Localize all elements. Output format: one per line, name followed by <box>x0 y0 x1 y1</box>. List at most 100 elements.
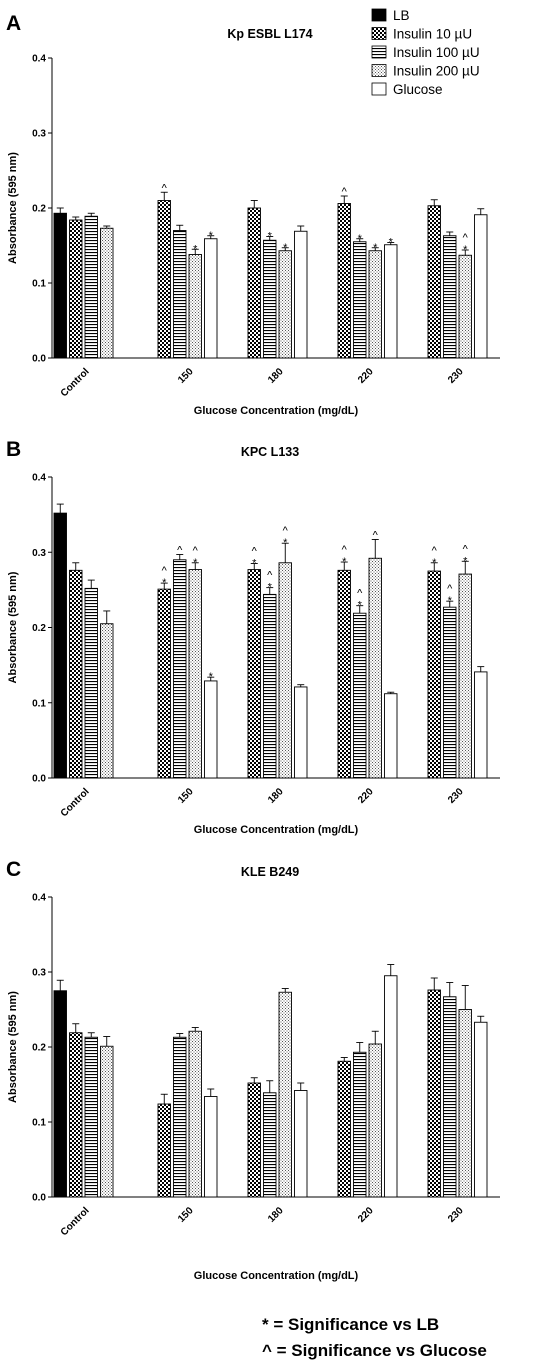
x-tick-label-180: 180 <box>266 1205 286 1225</box>
bar-220-insulin-200-u <box>368 250 382 359</box>
bar-control-insulin-100-u <box>84 587 98 779</box>
significance-star: * <box>252 558 257 570</box>
bar-150-glucose <box>204 238 218 359</box>
y-tick-label: 0.1 <box>32 1118 46 1129</box>
x-tick-label-150: 150 <box>176 1205 196 1225</box>
bar-220-glucose <box>384 244 398 359</box>
bar-180-insulin-200-u <box>278 562 292 779</box>
significance-caret: ^ <box>342 544 348 556</box>
bar-180-glucose <box>294 230 308 359</box>
y-tick-label: 0.1 <box>32 698 46 709</box>
significance-caret: ^ <box>283 525 289 537</box>
legend-label-insulin-100-u: Insulin 100 µU <box>393 45 480 60</box>
significance-caret: ^ <box>267 570 273 582</box>
x-tick-label-150: 150 <box>176 786 196 806</box>
chart-title: KPC L133 <box>241 445 299 459</box>
x-tick-label-control: Control <box>59 786 92 819</box>
x-tick-label-230: 230 <box>446 366 466 386</box>
bar-230-insulin-10-u <box>427 989 441 1198</box>
bar-220-insulin-200-u <box>368 1043 382 1198</box>
y-tick-label: 0.4 <box>32 54 46 65</box>
x-tick-label-230: 230 <box>446 786 466 806</box>
significance-caret: ^ <box>193 545 199 557</box>
panel-letter: A <box>6 12 21 35</box>
significance-star: * <box>209 230 214 242</box>
bar-220-insulin-100-u <box>353 241 367 359</box>
x-tick-label-220: 220 <box>356 786 376 806</box>
y-tick-label: 0.2 <box>32 1043 46 1054</box>
footnote-significance-glucose: ^ = Significance vs Glucose <box>262 1341 487 1360</box>
y-axis-label: Absorbance (595 nm) <box>7 991 19 1103</box>
significance-star: * <box>283 537 288 549</box>
bar-180-insulin-10-u <box>247 1082 261 1198</box>
significance-caret: ^ <box>447 583 453 595</box>
bar-150-insulin-10-u <box>157 588 171 779</box>
bar-control-insulin-10-u <box>69 569 83 779</box>
y-tick-label: 0.0 <box>32 1193 46 1204</box>
y-tick-label: 0.3 <box>32 548 46 559</box>
bar-180-insulin-10-u <box>247 207 261 359</box>
significance-star: * <box>283 242 288 254</box>
bar-230-insulin-100-u <box>443 996 457 1198</box>
x-tick-label-150: 150 <box>176 366 196 386</box>
x-tick-label-180: 180 <box>266 786 286 806</box>
bar-control-insulin-10-u <box>69 219 83 359</box>
significance-star: * <box>193 557 198 569</box>
bar-control-insulin-10-u <box>69 1032 83 1198</box>
bar-control-insulin-100-u <box>84 1036 98 1198</box>
significance-caret: ^ <box>357 588 363 600</box>
bar-220-insulin-10-u <box>337 1060 351 1198</box>
chart-title: Kp ESBL L174 <box>227 27 312 41</box>
bar-230-insulin-100-u <box>443 606 457 779</box>
bar-220-insulin-100-u <box>353 1051 367 1198</box>
panel-letter: C <box>6 858 21 881</box>
y-tick-label: 0.1 <box>32 279 46 290</box>
significance-star: * <box>358 600 363 612</box>
bar-220-insulin-10-u <box>337 569 351 779</box>
bar-230-insulin-10-u <box>427 205 441 359</box>
significance-star: * <box>209 671 214 683</box>
legend-label-glucose: Glucose <box>393 82 443 97</box>
bar-230-insulin-200-u <box>458 254 472 359</box>
significance-star: * <box>268 582 273 594</box>
bar-220-insulin-10-u <box>337 203 351 359</box>
bar-220-insulin-200-u <box>368 557 382 779</box>
significance-caret: ^ <box>463 232 469 244</box>
y-axis-label: Absorbance (595 nm) <box>7 571 19 683</box>
significance-caret: ^ <box>432 545 438 557</box>
bar-180-glucose <box>294 686 308 779</box>
bar-control-lb <box>53 512 67 779</box>
panel-c: C KLE B249 0.0 0.1 0.2 0.3 0.4 Absorbance (595 … <box>6 858 500 1282</box>
x-axis-label: Glucose Concentration (mg/dL) <box>194 824 359 836</box>
x-tick-label-180: 180 <box>266 366 286 386</box>
significance-caret: ^ <box>162 182 168 194</box>
y-tick-label: 0.0 <box>32 774 46 785</box>
significance-star: * <box>373 242 378 254</box>
legend-swatch-insulin-100-u <box>371 45 387 59</box>
bar-230-glucose <box>474 214 488 359</box>
legend-swatch-glucose <box>371 82 387 96</box>
bar-180-glucose <box>294 1090 308 1198</box>
bar-220-glucose <box>384 975 398 1198</box>
significance-caret: ^ <box>463 543 469 555</box>
bar-150-insulin-100-u <box>173 230 187 359</box>
x-axis-label: Glucose Concentration (mg/dL) <box>194 405 359 417</box>
y-tick-label: 0.2 <box>32 204 46 215</box>
x-axis-label: Glucose Concentration (mg/dL) <box>194 1270 359 1282</box>
y-tick-label: 0.0 <box>32 354 46 365</box>
significance-star: * <box>463 555 468 567</box>
significance-star: * <box>268 231 273 243</box>
bar-150-insulin-10-u <box>157 1103 171 1198</box>
x-tick-label-230: 230 <box>446 1205 466 1225</box>
significance-caret: ^ <box>162 565 168 577</box>
significance-star: * <box>193 243 198 255</box>
x-tick-label-control: Control <box>59 366 92 399</box>
y-tick-label: 0.3 <box>32 129 46 140</box>
footnote-significance-lb: * = Significance vs LB <box>262 1315 439 1334</box>
bar-control-insulin-200-u <box>100 623 114 779</box>
bar-control-insulin-200-u <box>100 227 114 359</box>
legend-label-insulin-200-u: Insulin 200 µU <box>393 64 480 79</box>
bar-150-glucose <box>204 1096 218 1198</box>
bar-150-glucose <box>204 680 218 779</box>
